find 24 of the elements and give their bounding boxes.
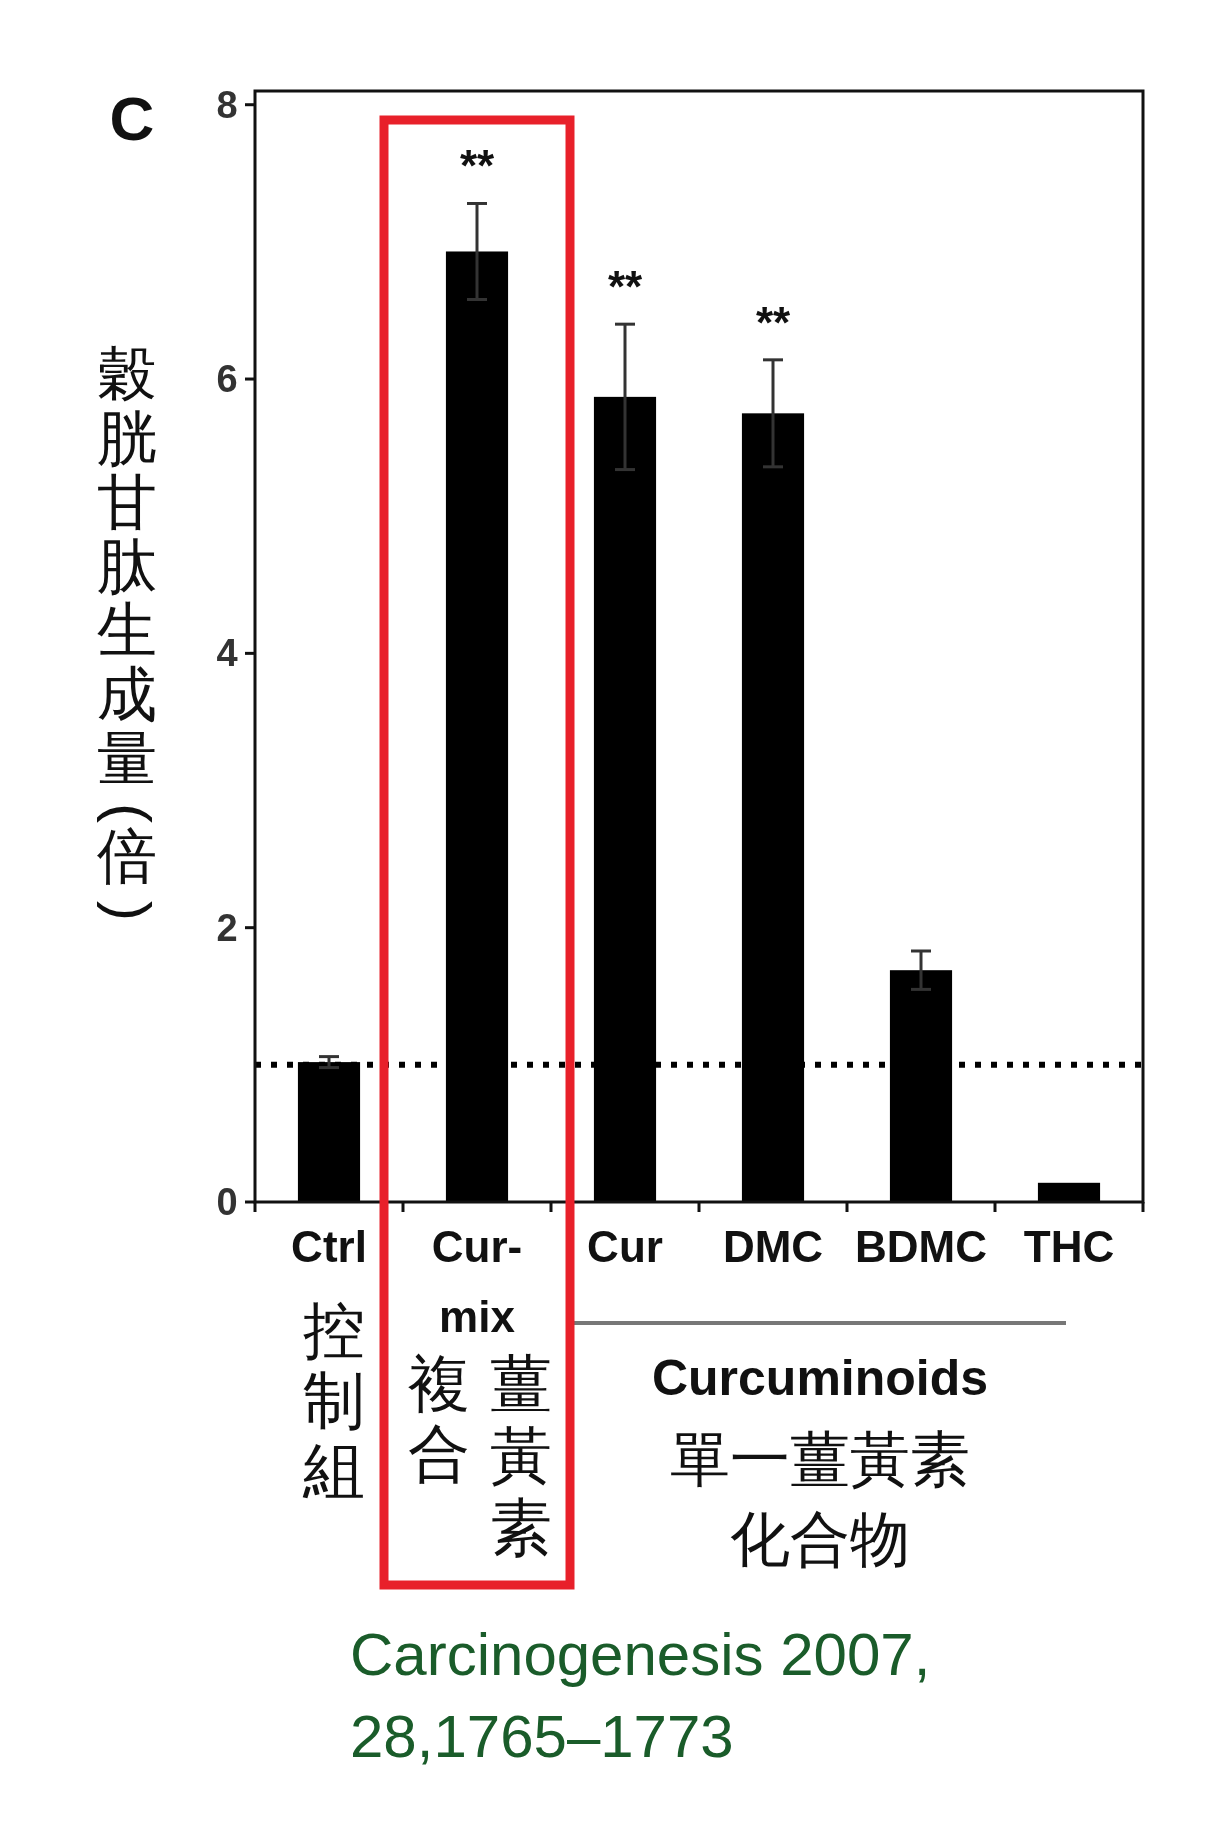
text: 單一薑黃素 [670, 1426, 970, 1493]
text: 控制組 [302, 1296, 365, 1505]
x-tick-label: Ctrl [291, 1222, 367, 1271]
annotation: ** [459, 141, 495, 191]
y-tick-label: 0 [216, 1181, 238, 1223]
text: 化合物 [730, 1506, 910, 1573]
y-tick-label: 8 [216, 83, 238, 126]
text: C [109, 84, 155, 153]
x-tick-label: Cur-mix [431, 1222, 523, 1341]
annotation: ** [607, 262, 643, 312]
text: Curcuminoids [651, 1350, 989, 1406]
y-tick-label: 6 [216, 358, 238, 401]
text: 複合 [408, 1349, 470, 1488]
x-tick-label: THC [1023, 1222, 1115, 1271]
x-tick-label: BDMC [855, 1222, 987, 1271]
y-tick-label: 2 [216, 906, 238, 949]
text: 薑黃素 [490, 1349, 552, 1562]
text: 穀胱甘肽生成量(倍) [96, 341, 163, 921]
x-tick-label: DMC [722, 1222, 824, 1271]
annotation: ** [755, 297, 791, 347]
text: Carcinogenesis 2007, [350, 1621, 931, 1688]
y-tick-label: 4 [216, 632, 238, 675]
text: 28,1765–1773 [350, 1703, 734, 1770]
x-tick-label: Cur [587, 1222, 663, 1271]
